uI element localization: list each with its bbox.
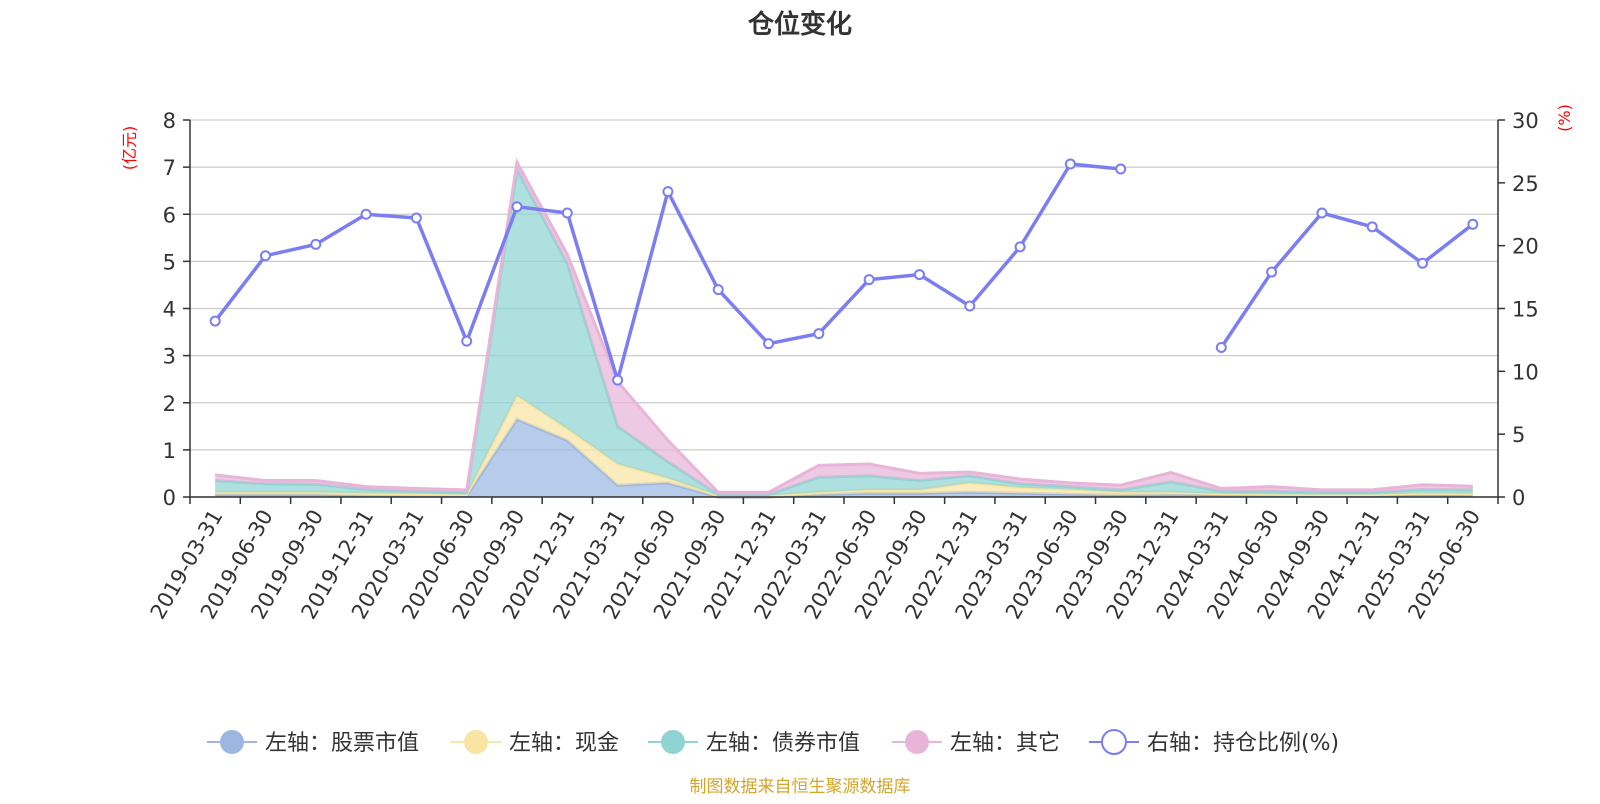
holding-ratio-point bbox=[964, 300, 976, 312]
area-series bbox=[215, 157, 1473, 499]
area-edge-series-4 bbox=[215, 157, 1473, 494]
legend-label: 右轴：持仓比例(%) bbox=[1147, 731, 1339, 756]
chart-title: 仓位变化 bbox=[747, 9, 852, 40]
holding-ratio-point bbox=[209, 315, 221, 327]
holding-ratio-point bbox=[1266, 266, 1278, 278]
holding-ratio-point bbox=[612, 374, 624, 386]
legend-marker-icon bbox=[1101, 729, 1127, 755]
holding-ratio-point bbox=[1316, 207, 1328, 219]
holding-ratio-point bbox=[1366, 221, 1378, 233]
legend-item: 右轴：持仓比例(%) bbox=[1089, 729, 1339, 756]
holding-ratio-point bbox=[863, 274, 875, 286]
legend-marker-icon bbox=[905, 730, 929, 754]
holding-ratio-point bbox=[813, 328, 825, 340]
legend-marker-icon bbox=[661, 730, 685, 754]
holding-ratio-point bbox=[310, 238, 322, 250]
holding-ratio-point bbox=[662, 186, 674, 198]
holding-ratio-point bbox=[1064, 158, 1076, 170]
left-axis-tick-label: 0 bbox=[163, 486, 176, 510]
right-axis-tick-label: 10 bbox=[1512, 360, 1539, 384]
holding-ratio-point bbox=[1417, 257, 1429, 269]
legend-label: 左轴：债券市值 bbox=[706, 731, 860, 756]
legend-item: 左轴：股票市值 bbox=[207, 730, 419, 756]
holding-ratio-point bbox=[410, 212, 422, 224]
left-axis-tick-label: 5 bbox=[163, 250, 176, 274]
left-axis-tick-label: 6 bbox=[163, 203, 176, 227]
left-axis-tick-label: 3 bbox=[163, 345, 176, 369]
holding-ratio-point bbox=[561, 207, 573, 219]
right-axis-tick-label: 15 bbox=[1512, 298, 1539, 322]
data-source-note: 制图数据来自恒生聚源数据库 bbox=[690, 777, 911, 797]
right-axis-tick-label: 20 bbox=[1512, 235, 1539, 259]
left-axis-tick-label: 2 bbox=[163, 392, 176, 416]
axes: 0123456780510152025302019-03-312019-06-3… bbox=[146, 109, 1539, 623]
left-axis-tick-label: 4 bbox=[163, 298, 176, 322]
holding-ratio-point bbox=[913, 269, 925, 281]
holding-ratio-point bbox=[360, 208, 372, 220]
legend-label: 左轴：其它 bbox=[950, 731, 1060, 756]
right-axis-tick-label: 30 bbox=[1512, 109, 1539, 133]
holding-ratio-point bbox=[712, 284, 724, 296]
area-fill-series-1 bbox=[215, 419, 1473, 497]
left-axis-unit: (亿元) bbox=[120, 126, 139, 171]
holding-ratio-point bbox=[1014, 241, 1026, 253]
legend-label: 左轴：现金 bbox=[509, 731, 619, 756]
holding-ratio-point bbox=[511, 201, 523, 213]
legend-marker-icon bbox=[464, 730, 488, 754]
right-axis-tick-label: 0 bbox=[1512, 486, 1525, 510]
holding-ratio-point bbox=[259, 250, 271, 262]
legend: 左轴：股票市值 左轴：现金 左轴：债券市值 左轴：其它 右轴：持仓比例(%) bbox=[207, 729, 1339, 756]
holding-ratio-point bbox=[1115, 163, 1127, 175]
left-axis-tick-label: 1 bbox=[163, 439, 176, 463]
line-series bbox=[209, 158, 1479, 386]
left-axis-tick-label: 8 bbox=[163, 109, 176, 133]
right-axis-tick-label: 25 bbox=[1512, 172, 1539, 196]
holding-ratio-point bbox=[1215, 341, 1227, 353]
area-fill-series-3 bbox=[215, 169, 1473, 496]
area-fill-series-4 bbox=[215, 162, 1473, 495]
legend-item: 左轴：其它 bbox=[892, 730, 1060, 756]
legend-item: 左轴：现金 bbox=[451, 730, 619, 756]
left-axis-tick-label: 7 bbox=[163, 156, 176, 180]
area-fill-series-2 bbox=[215, 395, 1473, 497]
legend-item: 左轴：债券市值 bbox=[648, 730, 860, 756]
holding-ratio-line bbox=[213, 162, 1474, 382]
legend-label: 左轴：股票市值 bbox=[265, 731, 419, 756]
holding-ratio-point bbox=[763, 338, 775, 350]
legend-marker-icon bbox=[220, 730, 244, 754]
right-axis-tick-label: 5 bbox=[1512, 423, 1525, 447]
holding-ratio-point bbox=[1467, 218, 1479, 230]
right-axis-unit: (%) bbox=[1555, 104, 1574, 132]
holding-ratio-point bbox=[461, 335, 473, 347]
